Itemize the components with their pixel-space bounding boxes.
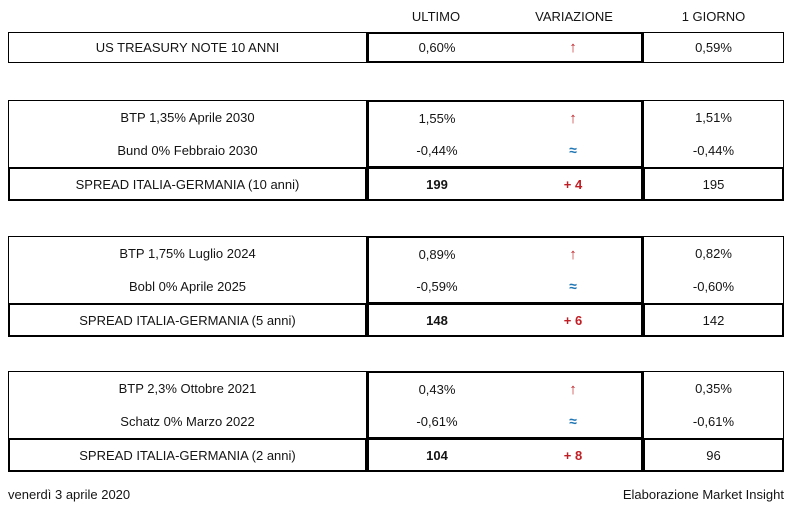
variazione-column: + 8 [505, 440, 641, 470]
giorno-cell: 0,35% -0,61% [643, 371, 784, 439]
up-arrow-icon: ↑ [569, 109, 577, 127]
spread-giorno-cell: 96 [643, 438, 784, 472]
spread-row: SPREAD ITALIA-GERMANIA (10 anni) 199 + 4… [8, 167, 784, 201]
bond-label: BTP 1,35% Aprile 2030 [120, 110, 255, 125]
spread-label: SPREAD ITALIA-GERMANIA (5 anni) [79, 312, 296, 328]
spread-label-cell: SPREAD ITALIA-GERMANIA (5 anni) [8, 303, 367, 337]
ultimo-variazione-box: 0,89% -0,59% ↑ ≈ [367, 236, 643, 304]
spread-giorno-value: 96 [706, 447, 721, 463]
spread-variazione-value: + 6 [563, 312, 583, 328]
approx-equal-icon: ≈ [569, 142, 577, 158]
block-5-anni: BTP 1,75% Luglio 2024 Bobl 0% Aprile 202… [8, 236, 784, 337]
variazione-column: ↑ ≈ [505, 102, 641, 166]
header-ultimo: ULTIMO [411, 9, 461, 24]
header-1-giorno: 1 GIORNO [681, 9, 746, 24]
approx-equal-icon: ≈ [569, 413, 577, 429]
variazione-column: + 4 [505, 169, 641, 199]
ultimo-column: 1,55% -0,44% [369, 102, 505, 166]
giorno-value: -0,60% [692, 279, 735, 294]
header-spacer [8, 8, 367, 26]
block-10-anni: BTP 1,35% Aprile 2030 Bund 0% Febbraio 2… [8, 100, 784, 201]
spread-giorno-cell: 142 [643, 303, 784, 337]
spread-ultimo-value: 148 [426, 312, 448, 328]
footer-credit: Elaborazione Market Insight [622, 487, 784, 502]
up-arrow-icon: ↑ [569, 380, 577, 398]
ultimo-column: 104 [369, 440, 505, 470]
variazione-column: + 6 [505, 305, 641, 335]
bond-label: Bund 0% Febbraio 2030 [117, 143, 258, 158]
spread-label-cell: SPREAD ITALIA-GERMANIA (10 anni) [8, 167, 367, 201]
ultimo-variazione-box: 1,55% -0,44% ↑ ≈ [367, 100, 643, 168]
variazione-column: ↑ ≈ [505, 238, 641, 302]
header-variazione: VARIAZIONE [535, 9, 613, 24]
bond-label-cell: BTP 1,75% Luglio 2024 Bobl 0% Aprile 202… [8, 236, 367, 304]
variazione-column: ↑ ≈ [505, 373, 641, 437]
giorno-cell: 1,51% -0,44% [643, 100, 784, 168]
giorno-value: 0,59% [695, 40, 732, 55]
bond-label-cell: BTP 1,35% Aprile 2030 Bund 0% Febbraio 2… [8, 100, 367, 168]
ultimo-column: 0,89% -0,59% [369, 238, 505, 302]
ultimo-variazione-box: 0,60% ↑ [367, 32, 643, 63]
giorno-value: 0,35% [695, 381, 732, 396]
giorno-value: 1,51% [695, 110, 732, 125]
spread-ultimo-value: 199 [426, 176, 448, 192]
giorno-cell: 0,82% -0,60% [643, 236, 784, 304]
bond-label-cell: US TREASURY NOTE 10 ANNI [8, 32, 367, 63]
ultimo-column: 199 [369, 169, 505, 199]
spread-ultimo-value: 104 [426, 447, 448, 463]
spread-variazione-value: + 4 [563, 176, 583, 192]
spread-ultimo-variazione-box: 148 + 6 [367, 303, 643, 337]
spread-variazione-value: + 8 [563, 447, 583, 463]
spread-row: SPREAD ITALIA-GERMANIA (5 anni) 148 + 6 … [8, 303, 784, 337]
approx-equal-icon: ≈ [569, 278, 577, 294]
giorno-value: 0,82% [695, 246, 732, 261]
spread-ultimo-variazione-box: 104 + 8 [367, 438, 643, 472]
block-2-anni: BTP 2,3% Ottobre 2021 Schatz 0% Marzo 20… [8, 371, 784, 472]
ultimo-value: 1,55% [418, 110, 456, 126]
bond-label: BTP 1,75% Luglio 2024 [119, 246, 256, 261]
up-arrow-icon: ↑ [569, 39, 577, 56]
giorno-value: -0,44% [692, 143, 735, 158]
giorno-value: -0,61% [692, 414, 735, 429]
giorno-cell: 0,59% [643, 32, 784, 63]
bond-label: BTP 2,3% Ottobre 2021 [118, 381, 257, 396]
spread-giorno-value: 195 [702, 176, 725, 192]
ultimo-value: 0,43% [418, 381, 456, 397]
bond-label: US TREASURY NOTE 10 ANNI [95, 40, 280, 55]
block-us-treasury: US TREASURY NOTE 10 ANNI 0,60% ↑ 0,59% [8, 32, 784, 63]
ultimo-value: -0,59% [416, 278, 458, 294]
footer-date: venerdì 3 aprile 2020 [8, 487, 131, 502]
up-arrow-icon: ↑ [569, 245, 577, 263]
ultimo-column: 148 [369, 305, 505, 335]
ultimo-column: 0,60% [369, 34, 505, 61]
bond-label-cell: BTP 2,3% Ottobre 2021 Schatz 0% Marzo 20… [8, 371, 367, 439]
ultimo-value: 0,60% [418, 40, 456, 55]
ultimo-column: 0,43% -0,61% [369, 373, 505, 437]
variazione-column: ↑ [505, 34, 641, 61]
spread-label: SPREAD ITALIA-GERMANIA (10 anni) [75, 176, 300, 192]
ultimo-variazione-box: 0,43% -0,61% ↑ ≈ [367, 371, 643, 439]
spread-giorno-cell: 195 [643, 167, 784, 201]
bond-label: Schatz 0% Marzo 2022 [120, 414, 255, 429]
spread-ultimo-variazione-box: 199 + 4 [367, 167, 643, 201]
spread-label-cell: SPREAD ITALIA-GERMANIA (2 anni) [8, 438, 367, 472]
bond-label: Bobl 0% Aprile 2025 [128, 279, 247, 294]
spread-label: SPREAD ITALIA-GERMANIA (2 anni) [79, 447, 296, 463]
ultimo-value: 0,89% [418, 246, 456, 262]
spread-row: SPREAD ITALIA-GERMANIA (2 anni) 104 + 8 … [8, 438, 784, 472]
ultimo-value: -0,61% [416, 413, 458, 429]
ultimo-value: -0,44% [416, 142, 458, 158]
column-headers: ULTIMO VARIAZIONE 1 GIORNO [8, 8, 784, 26]
spread-giorno-value: 142 [702, 312, 725, 328]
